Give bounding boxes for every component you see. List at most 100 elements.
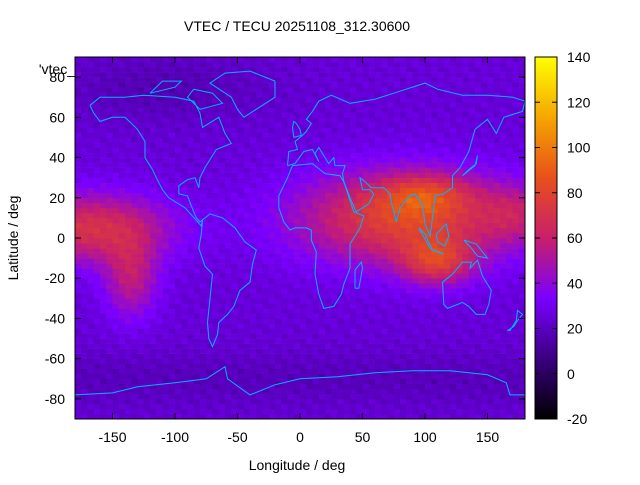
chart-title: VTEC / TECU 20251108_312.30600 [184,18,410,34]
heatmap-cell [462,132,470,138]
heatmap-cell [306,333,313,339]
heatmap-cell [93,408,101,415]
heatmap-cell [143,373,151,380]
heatmap-cell [425,137,432,143]
heatmap-cell [450,232,457,239]
heatmap-cell [87,393,95,400]
heatmap-cell [87,192,95,199]
heatmap-cell [400,212,407,219]
heatmap-cell [125,87,132,93]
heatmap-cell [368,343,376,349]
heatmap-cell [412,207,420,214]
heatmap-cell [387,413,395,419]
heatmap-cell [331,137,338,143]
heatmap-cell [493,162,501,168]
heatmap-cell [512,87,520,93]
heatmap-cell [187,263,195,269]
heatmap-cell [125,238,132,244]
heatmap-cell [481,197,488,204]
heatmap-cell [193,67,201,73]
heatmap-cell [387,303,395,309]
heatmap-cell [168,197,176,204]
heatmap-cell [137,243,145,249]
heatmap-cell [106,413,113,419]
heatmap-cell [425,408,432,415]
heatmap-cell [418,308,426,314]
heatmap-cell [81,212,88,219]
heatmap-cell [306,197,313,204]
heatmap-cell [181,117,188,123]
heatmap-cell [275,137,282,143]
heatmap-cell [393,328,401,334]
heatmap-cell [393,333,401,339]
heatmap-cell [362,413,370,419]
heatmap-cell [312,303,320,309]
heatmap-cell [143,82,151,88]
heatmap-cell [375,318,382,324]
heatmap-cell [206,207,213,214]
heatmap-cell [193,303,201,309]
heatmap-cell [100,328,107,334]
heatmap-cell [175,122,182,128]
heatmap-cell [100,207,107,214]
heatmap-cell [81,72,88,78]
heatmap-cell [393,182,401,189]
heatmap-cell [487,403,495,410]
heatmap-cell [125,177,132,183]
heatmap-cell [518,323,525,329]
heatmap-cell [193,403,201,410]
heatmap-cell [425,278,432,284]
heatmap-cell [193,298,201,304]
heatmap-cell [118,253,126,259]
heatmap-cell [350,187,357,194]
heatmap-cell [275,283,282,289]
heatmap-cell [162,268,170,274]
heatmap-cell [143,212,151,219]
heatmap-cell [418,177,426,183]
heatmap-cell [506,192,513,199]
heatmap-cell [250,328,257,334]
heatmap-cell [393,162,401,168]
heatmap-cell [406,393,413,400]
heatmap-cell [450,398,457,405]
heatmap-cell [268,152,276,158]
heatmap-cell [393,222,401,229]
heatmap-cell [512,268,520,274]
heatmap-cell [406,192,413,199]
heatmap-cell [362,243,370,249]
heatmap-cell [331,202,338,209]
heatmap-cell [418,258,426,264]
heatmap-cell [175,288,182,294]
heatmap-cell [300,142,307,148]
heatmap-cell [512,157,520,163]
heatmap-cell [231,323,238,329]
heatmap-cell [425,263,432,269]
heatmap-cell [193,358,201,364]
heatmap-cell [175,107,182,113]
heatmap-cell [418,353,426,359]
heatmap-cell [306,363,313,370]
heatmap-cell [268,303,276,309]
heatmap-cell [75,197,82,204]
heatmap-cell [275,258,282,264]
heatmap-cell [181,142,188,148]
heatmap-cell [368,378,376,385]
heatmap-cell [87,172,95,178]
heatmap-cell [481,82,488,88]
heatmap-cell [368,318,376,324]
heatmap-cell [206,112,213,118]
heatmap-cell [218,363,226,370]
heatmap-cell [443,77,451,83]
heatmap-cell [481,87,488,93]
heatmap-cell [393,343,401,349]
heatmap-cell [200,263,207,269]
heatmap-cell [450,378,457,385]
heatmap-cell [368,368,376,375]
heatmap-cell [293,197,301,204]
heatmap-cell [162,308,170,314]
heatmap-cell [200,293,207,299]
heatmap-cell [350,147,357,153]
heatmap-cell [387,232,395,239]
heatmap-cell [343,112,351,118]
heatmap-cell [187,408,195,415]
